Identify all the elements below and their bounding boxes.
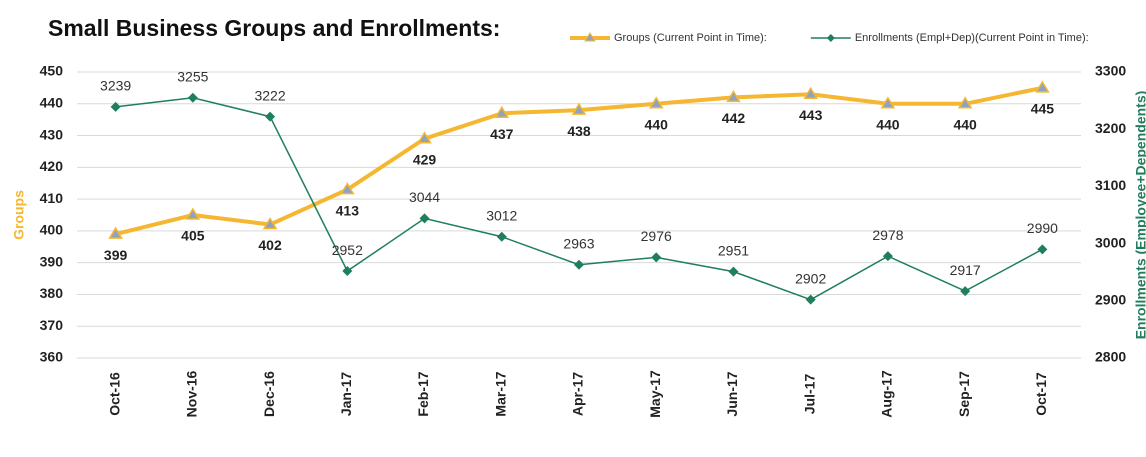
data-label: 3044 xyxy=(409,189,440,205)
x-tick-label: Oct-17 xyxy=(1033,372,1049,416)
data-label: 3222 xyxy=(254,87,285,103)
point xyxy=(496,231,507,242)
x-tick-label: Jan-17 xyxy=(338,372,354,417)
data-label: 3239 xyxy=(100,78,131,94)
data-label: 2990 xyxy=(1027,220,1058,236)
y2-tick-label: 3300 xyxy=(1095,63,1126,79)
legend-label: Enrollments (Empl+Dep)(Current Point in … xyxy=(855,32,1089,44)
legend-marker xyxy=(826,34,835,42)
point xyxy=(342,266,353,277)
y-axis-title: Groups xyxy=(11,190,27,240)
data-label: 443 xyxy=(799,107,823,123)
legend-label: Groups (Current Point in Time): xyxy=(614,32,767,44)
point xyxy=(957,96,973,109)
x-tick-label: Jul-17 xyxy=(801,374,817,415)
data-label: 2902 xyxy=(795,270,826,286)
legend-marker xyxy=(584,32,596,42)
y2-tick-label: 3100 xyxy=(1095,177,1126,193)
data-label: 440 xyxy=(645,116,669,132)
x-tick-label: Nov-16 xyxy=(184,370,200,417)
data-label: 437 xyxy=(490,126,514,142)
y-tick-label: 400 xyxy=(40,222,64,238)
data-label: 2952 xyxy=(332,242,363,258)
point xyxy=(1035,80,1050,93)
y-tick-label: 380 xyxy=(40,285,64,301)
x-tick-label: Feb-17 xyxy=(415,371,431,416)
point xyxy=(185,207,201,220)
x-tick-label: Sep-17 xyxy=(956,371,972,417)
data-label: 405 xyxy=(181,228,205,244)
y-tick-label: 450 xyxy=(40,63,64,79)
point xyxy=(805,294,816,305)
point xyxy=(574,259,584,270)
point xyxy=(651,252,662,263)
point xyxy=(882,251,893,262)
data-label: 2978 xyxy=(872,227,903,243)
data-label: 445 xyxy=(1031,101,1055,117)
x-tick-label: Dec-16 xyxy=(261,371,277,417)
x-tick-label: Oct-16 xyxy=(106,372,122,416)
point xyxy=(417,131,432,144)
data-label: 429 xyxy=(413,151,437,167)
point xyxy=(265,111,276,122)
point xyxy=(494,105,510,119)
point xyxy=(726,89,741,103)
chart-title: Small Business Groups and Enrollments: xyxy=(48,15,500,41)
data-label: 413 xyxy=(336,202,360,218)
x-tick-label: Jun-17 xyxy=(724,371,740,416)
data-label: 440 xyxy=(876,116,900,132)
y-tick-label: 360 xyxy=(40,349,64,365)
y-tick-label: 420 xyxy=(40,158,64,174)
y2-axis-title: Enrollments (Employee+Dependents) xyxy=(1133,91,1146,340)
point xyxy=(960,286,971,297)
y2-tick-label: 2800 xyxy=(1095,349,1126,365)
data-label: 3255 xyxy=(177,68,208,84)
point xyxy=(339,182,355,195)
y2-tick-label: 3000 xyxy=(1095,234,1126,250)
point xyxy=(880,96,896,109)
y-tick-label: 440 xyxy=(40,94,64,110)
point xyxy=(262,217,278,230)
y-tick-label: 370 xyxy=(40,317,64,333)
y2-tick-label: 3200 xyxy=(1095,120,1126,136)
x-tick-label: Aug-17 xyxy=(879,370,895,418)
point xyxy=(648,96,664,109)
point xyxy=(187,92,198,103)
data-label: 2951 xyxy=(718,242,749,258)
point xyxy=(571,102,587,115)
data-label: 3012 xyxy=(486,207,517,223)
data-label: 2976 xyxy=(641,228,672,244)
x-tick-label: Apr-17 xyxy=(570,372,586,417)
point xyxy=(1037,244,1048,255)
point xyxy=(728,266,739,277)
y-tick-label: 390 xyxy=(40,253,64,269)
y2-tick-label: 2900 xyxy=(1095,292,1126,308)
point xyxy=(419,213,430,224)
data-label: 402 xyxy=(258,237,282,253)
point xyxy=(110,101,121,112)
x-tick-label: Mar-17 xyxy=(492,371,508,416)
x-tick-label: May-17 xyxy=(647,370,663,418)
data-label: 442 xyxy=(722,110,746,126)
y-tick-label: 430 xyxy=(40,126,64,142)
data-label: 2917 xyxy=(950,262,981,278)
y-tick-label: 410 xyxy=(40,190,64,206)
data-label: 440 xyxy=(953,116,977,132)
data-label: 438 xyxy=(567,123,591,139)
data-label: 2963 xyxy=(563,235,594,251)
point xyxy=(803,86,819,99)
point xyxy=(108,226,123,239)
data-label: 399 xyxy=(104,247,128,263)
